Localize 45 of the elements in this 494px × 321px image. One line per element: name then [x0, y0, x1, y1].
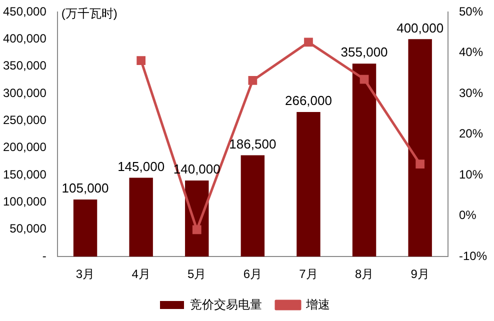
y2-tick-label: 0% [458, 208, 477, 222]
y2-tick-label: 50% [458, 4, 484, 18]
x-tick-label: 4月 [132, 267, 150, 282]
y-tick-label: 50,000 [10, 222, 47, 236]
y2-tick-label: 30% [458, 86, 484, 100]
data-label: 105,000 [62, 180, 109, 196]
data-label: 186,500 [229, 136, 276, 152]
x-tick-label: 3月 [76, 267, 95, 282]
data-label: 145,000 [118, 158, 165, 174]
point [192, 225, 202, 234]
y2-tick-label: 10% [458, 167, 484, 182]
legend-label: 竞价交易电量 [190, 297, 262, 312]
legend-label: 增速 [305, 297, 330, 312]
y2-tick-label: 40% [458, 45, 484, 60]
y-tick-label: 350,000 [2, 58, 47, 73]
x-tick-label: 6月 [243, 267, 262, 282]
bar [352, 64, 376, 257]
bar [408, 39, 432, 257]
point [304, 38, 313, 47]
bar [240, 155, 265, 257]
y2-tick-label: -10% [458, 248, 488, 263]
data-label: 355,000 [340, 44, 388, 60]
y-tick-label: 200,000 [2, 140, 47, 154]
y-tick-label: 150,000 [2, 167, 47, 182]
bar [73, 200, 98, 257]
y-axis-title: (万千瓦时) [61, 6, 118, 20]
y2-tick-label: 20% [458, 126, 484, 141]
bar [296, 112, 320, 257]
y-tick-label: 250,000 [2, 113, 47, 128]
y-tick-label: 450,000 [2, 4, 47, 18]
point [416, 160, 425, 168]
x-tick-label: 8月 [354, 267, 374, 282]
x-tick-label: 7月 [299, 267, 318, 282]
data-label: 400,000 [396, 20, 444, 36]
data-label: 266,000 [284, 93, 332, 108]
x-tick-label: 9月 [410, 267, 430, 282]
y-tick-label: 300,000 [2, 86, 47, 100]
x-tick-label: 5月 [188, 267, 206, 282]
bar [129, 178, 153, 257]
y-tick-label: 100,000 [2, 194, 47, 209]
point [360, 74, 369, 84]
y-tick-label: - [42, 248, 46, 263]
point [136, 56, 146, 65]
y-tick-label: 400,000 [2, 31, 47, 46]
point [248, 76, 258, 85]
